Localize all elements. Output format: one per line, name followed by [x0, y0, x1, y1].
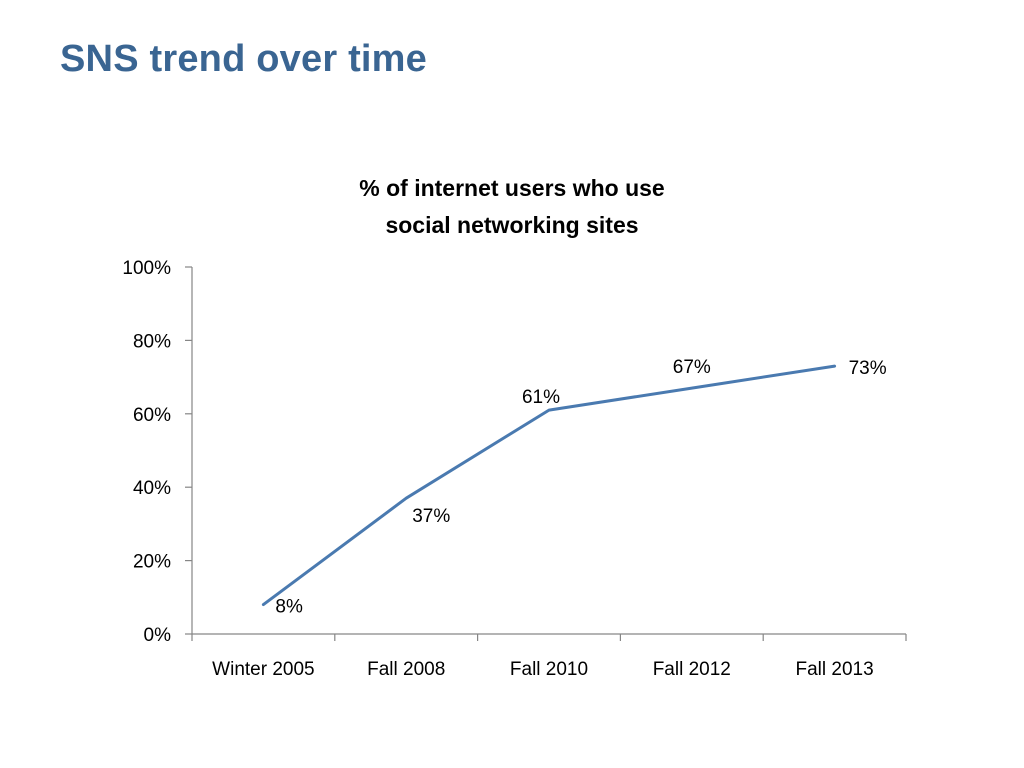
x-category-label: Fall 2012: [653, 659, 731, 680]
x-category-label: Fall 2010: [510, 659, 588, 680]
slide-title: SNS trend over time: [60, 38, 428, 80]
chart-title-line-1: % of internet users who use: [359, 175, 664, 201]
chart-title-line-2: social networking sites: [385, 212, 638, 238]
data-label: 73%: [849, 358, 887, 379]
x-category-label: Fall 2008: [367, 659, 445, 680]
y-tick-label: 40%: [133, 478, 171, 499]
data-label: 61%: [522, 387, 560, 408]
x-category-label: Fall 2013: [796, 659, 874, 680]
data-label: 37%: [412, 506, 450, 527]
y-tick-label: 20%: [133, 552, 171, 573]
y-tick-label: 0%: [144, 625, 172, 646]
axes: 0% 20% 40% 60% 80% 100% Winter 2005 Fall 2008 Fa…: [122, 258, 907, 680]
data-label: 8%: [275, 597, 303, 618]
chart-title: % of internet users who use social netwo…: [359, 175, 664, 238]
labels: 8% 37% 61% 67% 73%: [275, 357, 886, 618]
y-tick-label: 100%: [122, 258, 171, 279]
y-tick-label: 80%: [133, 331, 171, 352]
y-tick-label: 60%: [133, 405, 171, 426]
series: [261, 364, 837, 607]
series-line: [261, 364, 837, 607]
x-category-label: Winter 2005: [212, 659, 314, 680]
data-label: 67%: [673, 357, 711, 378]
